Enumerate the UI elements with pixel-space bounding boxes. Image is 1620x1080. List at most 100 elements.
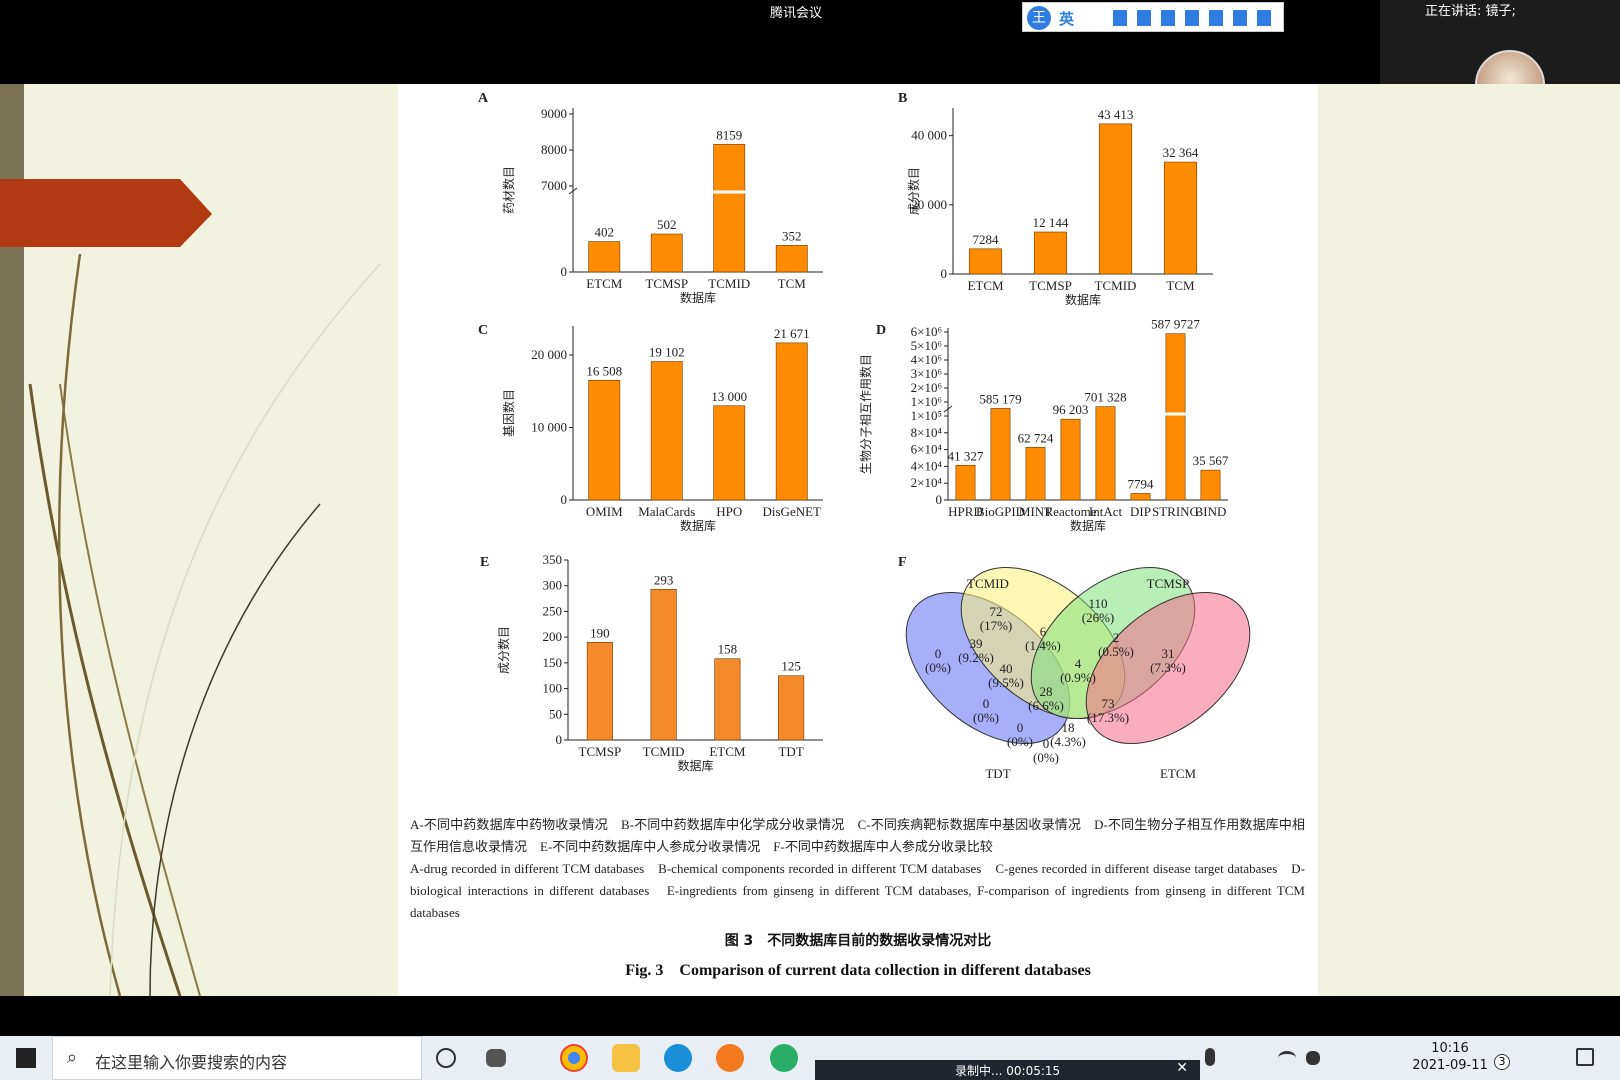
meeting-app-label[interactable]: 腾讯会议	[770, 6, 823, 21]
venn-region-pct: (6.6%)	[1028, 698, 1064, 713]
cortana-icon[interactable]	[436, 1048, 456, 1068]
bar	[778, 675, 805, 741]
x-tick-label: TCMID	[708, 276, 750, 291]
close-icon[interactable]: ✕	[1176, 1060, 1188, 1076]
y-axis-title: 药材数目	[501, 166, 516, 214]
bar	[1163, 161, 1198, 275]
venn-region-count: 0	[1043, 736, 1050, 751]
taskbar-search[interactable]: ⌕ 在这里输入你要搜索的内容	[52, 1036, 422, 1080]
data-label: 190	[590, 625, 610, 640]
data-label: 96 203	[1053, 402, 1089, 417]
bar	[588, 241, 621, 273]
venn-region-pct: (7.3%)	[1150, 660, 1186, 675]
caption-cn: A-不同中药数据库中药物收录情况 B-不同中药数据库中化学成分收录情况 C-不同…	[410, 817, 1305, 854]
chart-c: C 0 10 000 20 000 16 508 OMIM 19 102 MalaCards 1…	[478, 323, 823, 533]
venn-region-count: 18	[1062, 720, 1075, 735]
venn-region-pct: (17.3%)	[1087, 710, 1129, 725]
y-tick-label: 5×10⁶	[911, 338, 942, 353]
y-tick-label: 40 000	[911, 128, 947, 143]
x-tick-label: TCMID	[1095, 278, 1137, 293]
bar	[713, 405, 746, 501]
bar	[1060, 418, 1081, 501]
caption-en: A-drug recorded in different TCM databas…	[410, 861, 1305, 920]
volume-icon[interactable]	[1306, 1051, 1320, 1065]
x-tick-label: DisGeNET	[763, 504, 822, 519]
bar	[1095, 406, 1116, 501]
venn-region-pct: (0%)	[973, 710, 999, 725]
x-tick-label: HPRD	[948, 504, 983, 519]
x-axis-title: 数据库	[680, 290, 716, 305]
venn-region-pct: (9.5%)	[988, 675, 1024, 690]
y-tick-label: 8000	[541, 142, 567, 157]
x-tick-label: HPO	[716, 504, 742, 519]
chrome-icon[interactable]	[560, 1044, 588, 1072]
y-tick-label: 0	[561, 492, 568, 507]
app-orange-icon[interactable]	[716, 1044, 744, 1072]
bar	[990, 408, 1011, 501]
panel-letter: E	[480, 555, 489, 570]
panel-letter: D	[876, 323, 886, 338]
search-icon: ⌕	[67, 1047, 78, 1068]
x-tick-label: BioGPID	[976, 504, 1025, 519]
ime-lang[interactable]: 英	[1059, 10, 1075, 28]
bar	[1200, 469, 1221, 501]
bar	[1130, 493, 1151, 501]
edge-icon[interactable]	[664, 1044, 692, 1072]
y-tick-label: 250	[543, 603, 563, 618]
venn-region-pct: (0%)	[925, 660, 951, 675]
venn-set-label: TDT	[985, 766, 1010, 778]
venn-region-count: 6	[1040, 624, 1047, 639]
bar	[1025, 447, 1046, 501]
wifi-icon[interactable]	[1278, 1051, 1296, 1065]
recording-indicator[interactable]: 录制中... 00:05:15 ✕	[815, 1060, 1200, 1080]
y-tick-label: 3×10⁶	[911, 366, 942, 381]
x-tick-label: ETCM	[709, 744, 746, 759]
y-tick-label: 50	[549, 706, 562, 721]
speaking-label: 正在讲话: 镜子;	[1425, 4, 1516, 19]
ime-badge[interactable]: 王	[1027, 6, 1051, 30]
data-label: 16 508	[586, 363, 622, 378]
y-axis-title: 生物分子相互作用数目	[858, 354, 873, 474]
taskbar: ⌕ 在这里输入你要搜索的内容 录制中... 00:05:15 ✕ 10:16 2…	[0, 1036, 1620, 1080]
x-axis-title: 数据库	[680, 518, 716, 533]
venn-region-count: 31	[1162, 646, 1175, 661]
x-tick-label: TCMSP	[1029, 278, 1072, 293]
venn-region-count: 39	[970, 636, 983, 651]
chart-a: A 0 7000 8000 9000 402 ETCM 502 TCMSP 8159 TCMID 35…	[478, 91, 823, 305]
task-view-icon[interactable]	[486, 1049, 506, 1067]
ime-tools-icon[interactable]	[1113, 10, 1273, 26]
file-explorer-icon[interactable]	[612, 1044, 640, 1072]
data-label: 585 179	[979, 391, 1021, 406]
y-tick-label: 300	[543, 578, 563, 593]
x-tick-label: MINT	[1019, 504, 1052, 519]
y-tick-label: 2×10⁴	[911, 475, 943, 490]
notification-badge[interactable]: 3	[1494, 1054, 1510, 1070]
recording-label: 录制中... 00:05:15	[955, 1064, 1061, 1078]
panel-letter: A	[478, 91, 489, 106]
y-tick-label: 0	[561, 264, 568, 279]
bar	[1165, 333, 1186, 501]
arrow-shape	[0, 179, 212, 247]
x-tick-label: Reactome	[1045, 504, 1097, 519]
windows-start-icon[interactable]	[16, 1048, 36, 1068]
data-label: 41 327	[948, 448, 984, 463]
data-label: 35 567	[1193, 453, 1229, 468]
y-tick-label: 150	[543, 655, 563, 670]
y-tick-label: 10 000	[531, 420, 567, 435]
x-tick-label: BIND	[1195, 504, 1227, 519]
y-tick-label: 6×10⁶	[911, 324, 942, 339]
ime-toolbar[interactable]: 王 英	[1022, 2, 1284, 32]
x-tick-label: STRING	[1152, 504, 1199, 519]
wechat-icon[interactable]	[770, 1044, 798, 1072]
axis-break-mark	[568, 187, 578, 195]
panel-letter: F	[898, 555, 907, 570]
venn-region-count: 72	[990, 604, 1003, 619]
y-tick-label: 4×10⁶	[911, 352, 942, 367]
taskbar-clock[interactable]: 10:16 2021-09-11	[1405, 1040, 1495, 1074]
mic-tray-icon[interactable]	[1205, 1048, 1215, 1066]
bar	[955, 464, 976, 501]
notification-center-icon[interactable]	[1576, 1048, 1594, 1066]
venn-region-pct: (0%)	[1033, 750, 1059, 765]
figure-caption: A-不同中药数据库中药物收录情况 B-不同中药数据库中化学成分收录情况 C-不同…	[410, 814, 1305, 924]
